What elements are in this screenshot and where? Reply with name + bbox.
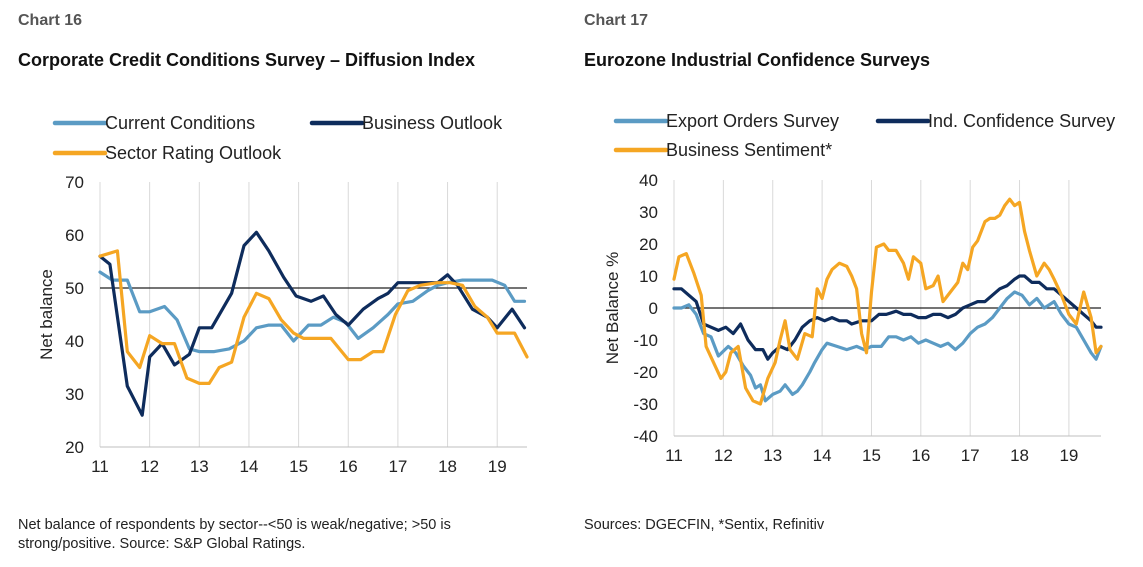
x-tick-label: 15 xyxy=(862,446,881,465)
x-tick-label: 13 xyxy=(763,446,782,465)
y-tick-label: -20 xyxy=(633,363,658,382)
chart-number: Chart 17 xyxy=(584,12,649,29)
x-tick-label: 14 xyxy=(813,446,832,465)
chart-footnote: Sources: DGECFIN, *Sentix, Refinitiv xyxy=(584,517,825,533)
chart-title: Eurozone Industrial Confidence Surveys xyxy=(584,50,931,70)
x-tick-label: 12 xyxy=(714,446,733,465)
series-line xyxy=(98,249,529,385)
x-tick-label: 17 xyxy=(388,457,407,476)
y-tick-label: -30 xyxy=(633,395,658,414)
x-tick-label: 17 xyxy=(961,446,980,465)
y-axis-label: Net Balance % xyxy=(603,252,622,364)
x-tick-label: 12 xyxy=(140,457,159,476)
chart-16-panel: Chart 16 Corporate Credit Conditions Sur… xyxy=(0,0,560,567)
x-tick-label: 14 xyxy=(239,457,258,476)
y-tick-label: 50 xyxy=(65,279,84,298)
legend-label: Sector Rating Outlook xyxy=(105,143,282,163)
x-tick-label: 13 xyxy=(190,457,209,476)
chart-number: Chart 16 xyxy=(18,12,83,29)
y-tick-label: 70 xyxy=(65,173,84,192)
x-tick-label: 18 xyxy=(1010,446,1029,465)
x-tick-label: 19 xyxy=(1059,446,1078,465)
y-tick-label: 30 xyxy=(65,385,84,404)
x-tick-label: 16 xyxy=(339,457,358,476)
y-tick-label: 10 xyxy=(639,267,658,286)
y-tick-label: 20 xyxy=(65,438,84,457)
series-line xyxy=(672,274,1103,361)
y-tick-label: -10 xyxy=(633,331,658,350)
y-tick-label: -40 xyxy=(633,427,658,446)
y-tick-label: 60 xyxy=(65,226,84,245)
legend-label: Export Orders Survey xyxy=(666,111,839,131)
x-tick-label: 19 xyxy=(488,457,507,476)
x-tick-label: 16 xyxy=(911,446,930,465)
industrial-confidence-chart: -40 -30 -20 -10 0 10 20 30 40 11 12 13 14 15 16 17 18 19 N… xyxy=(603,111,1115,465)
x-tick-label: 18 xyxy=(438,457,457,476)
x-tick-label: 11 xyxy=(91,457,109,476)
y-tick-label: 20 xyxy=(639,235,658,254)
x-tick-label: 11 xyxy=(665,446,683,465)
credit-conditions-chart: 20 30 40 50 60 70 11 12 13 14 15 16 17 18 19 Net balanc… xyxy=(37,113,529,476)
y-tick-label: 40 xyxy=(639,171,658,190)
y-tick-label: 0 xyxy=(649,299,658,318)
y-axis-label: Net balance xyxy=(37,269,56,360)
y-tick-label: 30 xyxy=(639,203,658,222)
legend-label: Business Outlook xyxy=(362,113,503,133)
series-line xyxy=(672,197,1103,406)
series-line xyxy=(98,230,527,417)
chart-title: Corporate Credit Conditions Survey – Dif… xyxy=(18,50,476,70)
y-tick-label: 40 xyxy=(65,332,84,351)
series-line xyxy=(672,290,1103,403)
chart-footnote: Net balance of respondents by sector--<5… xyxy=(18,517,451,552)
legend-label: Ind. Confidence Survey xyxy=(928,111,1115,131)
legend-label: Business Sentiment* xyxy=(666,140,832,160)
x-tick-label: 15 xyxy=(289,457,308,476)
legend-label: Current Conditions xyxy=(105,113,255,133)
chart-17-panel: Chart 17 Eurozone Industrial Confidence … xyxy=(566,0,1143,567)
